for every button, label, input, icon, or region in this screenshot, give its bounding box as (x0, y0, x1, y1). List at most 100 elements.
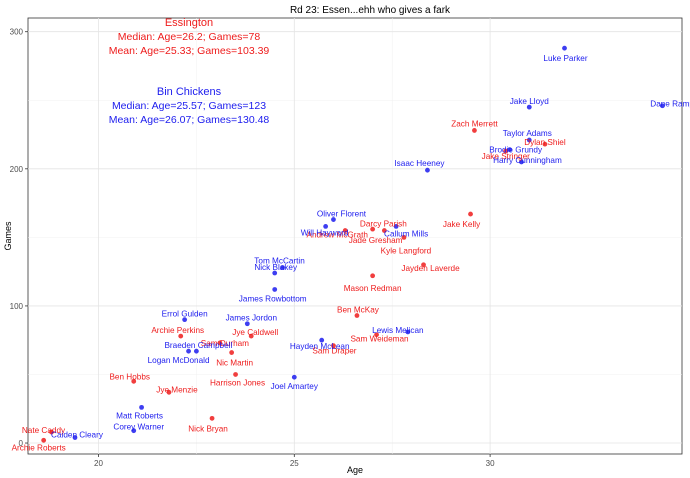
point-label: Archie Roberts (12, 443, 66, 452)
point-label: Ben McKay (337, 306, 380, 315)
x-tick-label: 25 (290, 459, 299, 468)
data-point (244, 321, 250, 327)
data-point (370, 226, 376, 232)
data-point (233, 372, 238, 377)
point-label: Logan McDonald (148, 356, 210, 365)
team-summary-annotations: Essington Median: Age=26.2; Games=78 Mean:… (109, 17, 270, 126)
point-label: Jake Stringer (482, 152, 531, 161)
point-label: Jye Menzie (156, 385, 198, 394)
point-label: Hayden McLean (290, 342, 350, 351)
data-point (41, 437, 47, 443)
data-point (217, 340, 223, 346)
point-label: Lewis Melican (372, 326, 424, 335)
data-point (291, 374, 297, 380)
data-point (209, 415, 215, 421)
data-point (182, 317, 188, 323)
point-label: Braeden Campbell (164, 341, 232, 350)
data-point (193, 348, 199, 354)
x-tick-label: 20 (94, 459, 103, 468)
data-point (178, 333, 184, 339)
x-axis-ticks: 20 25 30 (94, 454, 495, 468)
data-point (229, 350, 235, 355)
annotation-line: Median: Age=25.57; Games=123 (112, 100, 266, 112)
data-point (248, 333, 254, 339)
point-label: Jye Caldwell (232, 328, 278, 337)
point-label: Corey Warner (113, 423, 164, 432)
data-point (331, 343, 336, 349)
data-point (49, 429, 54, 435)
data-point (166, 389, 172, 395)
point-label: Isaac Heeney (394, 159, 445, 168)
point-label: Nick Blakey (254, 263, 298, 272)
point-label: Harry Cunningham (493, 156, 562, 165)
point-label: Kyle Langford (381, 246, 432, 255)
point-label: Dane Rampe (650, 100, 690, 109)
point-label: Harrison Jones (210, 378, 265, 387)
data-point (131, 428, 137, 434)
y-axis-ticks: 0 100 200 300 (10, 28, 28, 448)
plot-panel (27, 17, 683, 455)
point-label: Matt Roberts (116, 411, 163, 420)
point-label: Tom McCartin (254, 257, 305, 266)
annotation-heading: Essington (165, 17, 213, 29)
data-point (507, 147, 513, 153)
point-label: Sam Weideman (350, 335, 409, 344)
point-labels: Zach Merrett Dylan Shiel Jake Stringer Jake… (12, 54, 690, 452)
point-label: James Rowbottom (239, 294, 307, 303)
point-label: Nate Caddy (22, 426, 66, 435)
data-point (542, 141, 548, 147)
point-label: Nic Martin (216, 359, 253, 368)
data-point (331, 217, 336, 222)
annotation-line: Mean: Age=26.07; Games=130.48 (109, 114, 270, 126)
data-point (272, 287, 278, 292)
point-label: Brodie Grundy (489, 146, 543, 155)
data-point (280, 265, 285, 270)
annotation-heading: Bin Chickens (157, 86, 222, 98)
annotation-line: Median: Age=26.2; Games=78 (118, 31, 261, 43)
point-label: Callum Mills (384, 229, 428, 238)
annotation-line: Mean: Age=25.33; Games=103.39 (109, 45, 270, 57)
data-point (370, 273, 376, 279)
data-point (72, 435, 78, 440)
data-point (503, 148, 509, 154)
data-point (131, 378, 137, 384)
point-label: Sam Durham (201, 339, 249, 348)
chart-title: Rd 23: Essen...ehh who gives a fark (290, 5, 451, 16)
data-point (381, 228, 387, 233)
x-axis-title: Age (347, 465, 363, 475)
data-point (319, 337, 325, 343)
point-label: Jayden Laverde (401, 264, 460, 273)
point-label: Darcy Parish (360, 220, 407, 229)
data-point (354, 313, 360, 318)
point-label: Ben Hobbs (109, 372, 150, 381)
x-tick-label: 30 (486, 459, 495, 468)
data-point (401, 234, 407, 240)
point-label: Jake Kelly (443, 220, 481, 229)
data-point (660, 103, 665, 109)
data-point (405, 329, 411, 335)
y-tick-label: 100 (10, 302, 24, 311)
point-label: Caiden Cleary (51, 431, 104, 440)
point-label: Zach Merrett (451, 119, 498, 128)
data-point (526, 104, 532, 110)
data-point (472, 128, 477, 133)
y-tick-label: 300 (10, 28, 24, 37)
data-point (272, 270, 278, 276)
data-point (186, 348, 191, 354)
grid-lines (28, 18, 682, 454)
point-label: Joel Amartey (271, 382, 319, 391)
data-point (374, 332, 379, 338)
data-point (562, 45, 567, 51)
data-point (421, 262, 426, 268)
data-point (425, 167, 430, 173)
point-label: Jade Gresham (349, 236, 403, 245)
point-label: Mason Redman (344, 284, 402, 293)
point-label: Will Hayward (301, 228, 349, 237)
y-tick-label: 0 (19, 439, 24, 448)
point-label: Errol Gulden (162, 310, 208, 319)
point-label: Archie Perkins (151, 326, 204, 335)
point-label: Taylor Adams (503, 129, 552, 138)
data-points (41, 45, 665, 443)
data-point (323, 224, 329, 229)
